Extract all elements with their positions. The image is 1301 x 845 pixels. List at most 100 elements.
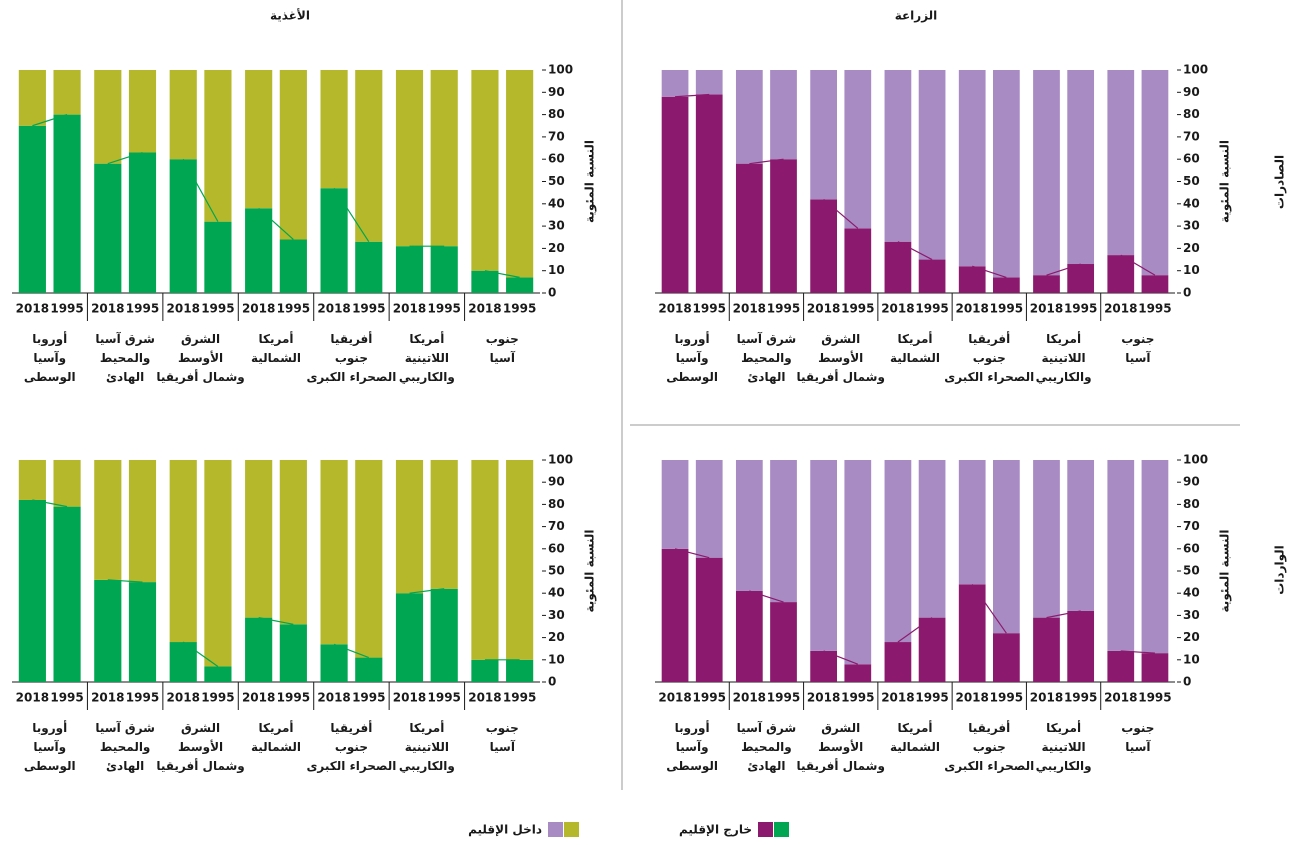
bar-segment (770, 602, 797, 682)
trend-line (333, 187, 370, 243)
bar-segment (958, 460, 986, 585)
group-label-line: وآسيا (33, 350, 66, 366)
bar-segment (661, 70, 689, 97)
group-label-line: شرق آسيا (737, 720, 797, 735)
group-label-line: الصحراء الكبرى (306, 370, 396, 384)
bar-segment (94, 163, 122, 293)
trend-line (749, 590, 784, 603)
legend-swatch (774, 822, 789, 837)
bar-segment (430, 460, 458, 589)
bar-segment (471, 270, 499, 293)
bar-segment (245, 208, 273, 293)
y-tick-label: 0 (548, 286, 556, 300)
x-tick-label: 2018 (468, 302, 501, 316)
group-label-line: والكاريبي (1036, 759, 1092, 774)
bar-segment (128, 152, 157, 293)
bar-segment (506, 460, 534, 660)
y-tick-label: 100 (548, 63, 573, 77)
group-label-line: اللاتينية (1041, 740, 1085, 754)
group-label-line: أوروبا (32, 331, 67, 347)
y-tick-label: 40 (548, 586, 565, 600)
trend-line (972, 265, 1007, 278)
y-tick-label: 50 (1183, 174, 1200, 188)
group-label-line: والمحيط (100, 351, 151, 366)
trend-line (1046, 610, 1081, 619)
bar-segment (320, 70, 348, 189)
x-tick-label: 1995 (277, 691, 310, 705)
x-tick-label: 1995 (50, 302, 83, 316)
bar-segment (810, 650, 837, 682)
group-label: جنوب آسيا (1121, 332, 1154, 365)
x-tick-label: 1995 (352, 691, 385, 705)
bar-segment (918, 259, 946, 293)
y-tick-label: 20 (1183, 241, 1200, 255)
x-tick-label: 2018 (658, 302, 691, 316)
group-label: أفريقيا جنوب الصحراء الكبرى (306, 331, 396, 384)
trend-line (333, 643, 369, 659)
trend-line (182, 158, 219, 222)
group-label-line: الصحراء الكبرى (944, 370, 1034, 384)
y-tick-label: 80 (1183, 107, 1200, 121)
group-label: جنوب آسيا (1121, 721, 1154, 754)
group-label-line: أمريكا (409, 331, 444, 346)
group-label-line: أفريقيا (968, 720, 1010, 735)
x-tick-label: 2018 (1104, 691, 1137, 705)
group-label-line: جنوب (973, 740, 1006, 755)
bar-segment (918, 617, 946, 682)
x-tick-label: 1995 (503, 302, 536, 316)
bar-segment (94, 460, 122, 580)
x-tick-label: 2018 (955, 691, 988, 705)
group-label-line: آسيا (490, 350, 516, 365)
group-label-line: جنوب (335, 740, 368, 755)
bar-segment (810, 70, 837, 200)
group-label-line: الأوسط (178, 739, 223, 755)
bar-segment (993, 460, 1020, 634)
trend-line (823, 650, 859, 665)
y-tick-label: 0 (548, 675, 556, 689)
bar-segment (279, 624, 307, 682)
bar-segment (320, 460, 348, 645)
y-tick-label: 100 (1183, 453, 1208, 467)
bar-segment (506, 659, 534, 682)
y-tick-label: 60 (548, 541, 565, 555)
x-tick-label: 1995 (990, 302, 1023, 316)
y-axis-label: النسبة المئوية (583, 140, 598, 223)
bar-segment (884, 241, 912, 293)
legend-swatch (758, 822, 773, 837)
x-tick-label: 1995 (841, 302, 874, 316)
bar-segment (506, 277, 534, 293)
bar-segment (1033, 617, 1060, 682)
group-label: أمريكا اللاتينية والكاريبي (399, 331, 455, 385)
x-tick-label: 2018 (16, 302, 49, 316)
y-tick-label: 90 (1183, 475, 1200, 489)
y-axis-label: النسبة المئوية (1218, 530, 1233, 613)
bar-segment (169, 70, 197, 160)
group-label-line: الهادئ (106, 370, 144, 384)
y-tick-label: 20 (548, 630, 565, 644)
x-tick-label: 2018 (167, 302, 200, 316)
bar-segment (169, 460, 197, 643)
group-label: أفريقيا جنوب الصحراء الكبرى (944, 331, 1034, 384)
bar-segment (661, 460, 689, 549)
bar-segment (430, 70, 458, 247)
y-tick-label: 80 (548, 107, 565, 121)
group-label-line: وآسيا (676, 350, 709, 366)
group-label-line: والمحيط (741, 351, 792, 366)
bar-segment (958, 70, 986, 267)
bar-segment (320, 644, 348, 682)
bar-segment (279, 70, 307, 240)
bar-segment (53, 460, 81, 507)
group-label-line: أمريكا (1046, 720, 1081, 735)
y-tick-label: 90 (1183, 85, 1200, 99)
bar-segment (128, 582, 157, 682)
y-tick-label: 0 (1183, 675, 1191, 689)
y-tick-label: 10 (1183, 652, 1200, 666)
x-tick-label: 2018 (317, 302, 350, 316)
group-label-line: والمحيط (741, 740, 792, 755)
bar-segment (355, 657, 383, 682)
group-label-line: الوسطى (24, 370, 76, 385)
bar-segment (279, 460, 307, 625)
trend-line (1120, 254, 1156, 276)
group-label-line: الشرق (181, 332, 220, 346)
row-title: الصادرات (1273, 155, 1287, 209)
